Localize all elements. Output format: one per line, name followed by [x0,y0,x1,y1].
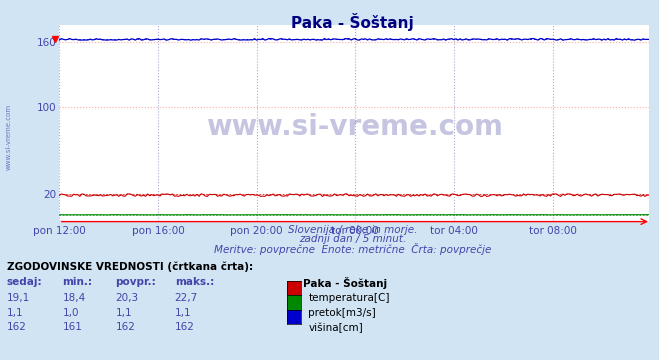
Text: 18,4: 18,4 [63,293,86,303]
Text: temperatura[C]: temperatura[C] [308,293,390,303]
Text: sedaj:: sedaj: [7,277,42,287]
Text: 162: 162 [7,322,26,332]
Text: povpr.:: povpr.: [115,277,156,287]
Text: 162: 162 [175,322,194,332]
Text: 162: 162 [115,322,135,332]
Text: 1,1: 1,1 [7,308,23,318]
Text: 1,1: 1,1 [115,308,132,318]
Text: pretok[m3/s]: pretok[m3/s] [308,308,376,318]
Text: 1,1: 1,1 [175,308,191,318]
Text: min.:: min.: [63,277,93,287]
Text: Slovenija / reke in morje.: Slovenija / reke in morje. [288,225,417,235]
Text: Paka - Šoštanj: Paka - Šoštanj [303,277,387,289]
Text: Meritve: povprečne  Enote: metrične  Črta: povprečje: Meritve: povprečne Enote: metrične Črta:… [214,243,491,255]
Text: višina[cm]: višina[cm] [308,322,363,333]
Text: ZGODOVINSKE VREDNOSTI (črtkana črta):: ZGODOVINSKE VREDNOSTI (črtkana črta): [7,261,252,271]
Text: www.si-vreme.com: www.si-vreme.com [206,113,503,141]
Text: zadnji dan / 5 minut.: zadnji dan / 5 minut. [299,234,406,244]
Text: 161: 161 [63,322,82,332]
Text: 20,3: 20,3 [115,293,138,303]
Text: maks.:: maks.: [175,277,214,287]
Text: Paka - Šoštanj: Paka - Šoštanj [291,13,414,31]
Text: 22,7: 22,7 [175,293,198,303]
Text: 1,0: 1,0 [63,308,79,318]
Text: www.si-vreme.com: www.si-vreme.com [5,104,11,170]
Text: 19,1: 19,1 [7,293,30,303]
